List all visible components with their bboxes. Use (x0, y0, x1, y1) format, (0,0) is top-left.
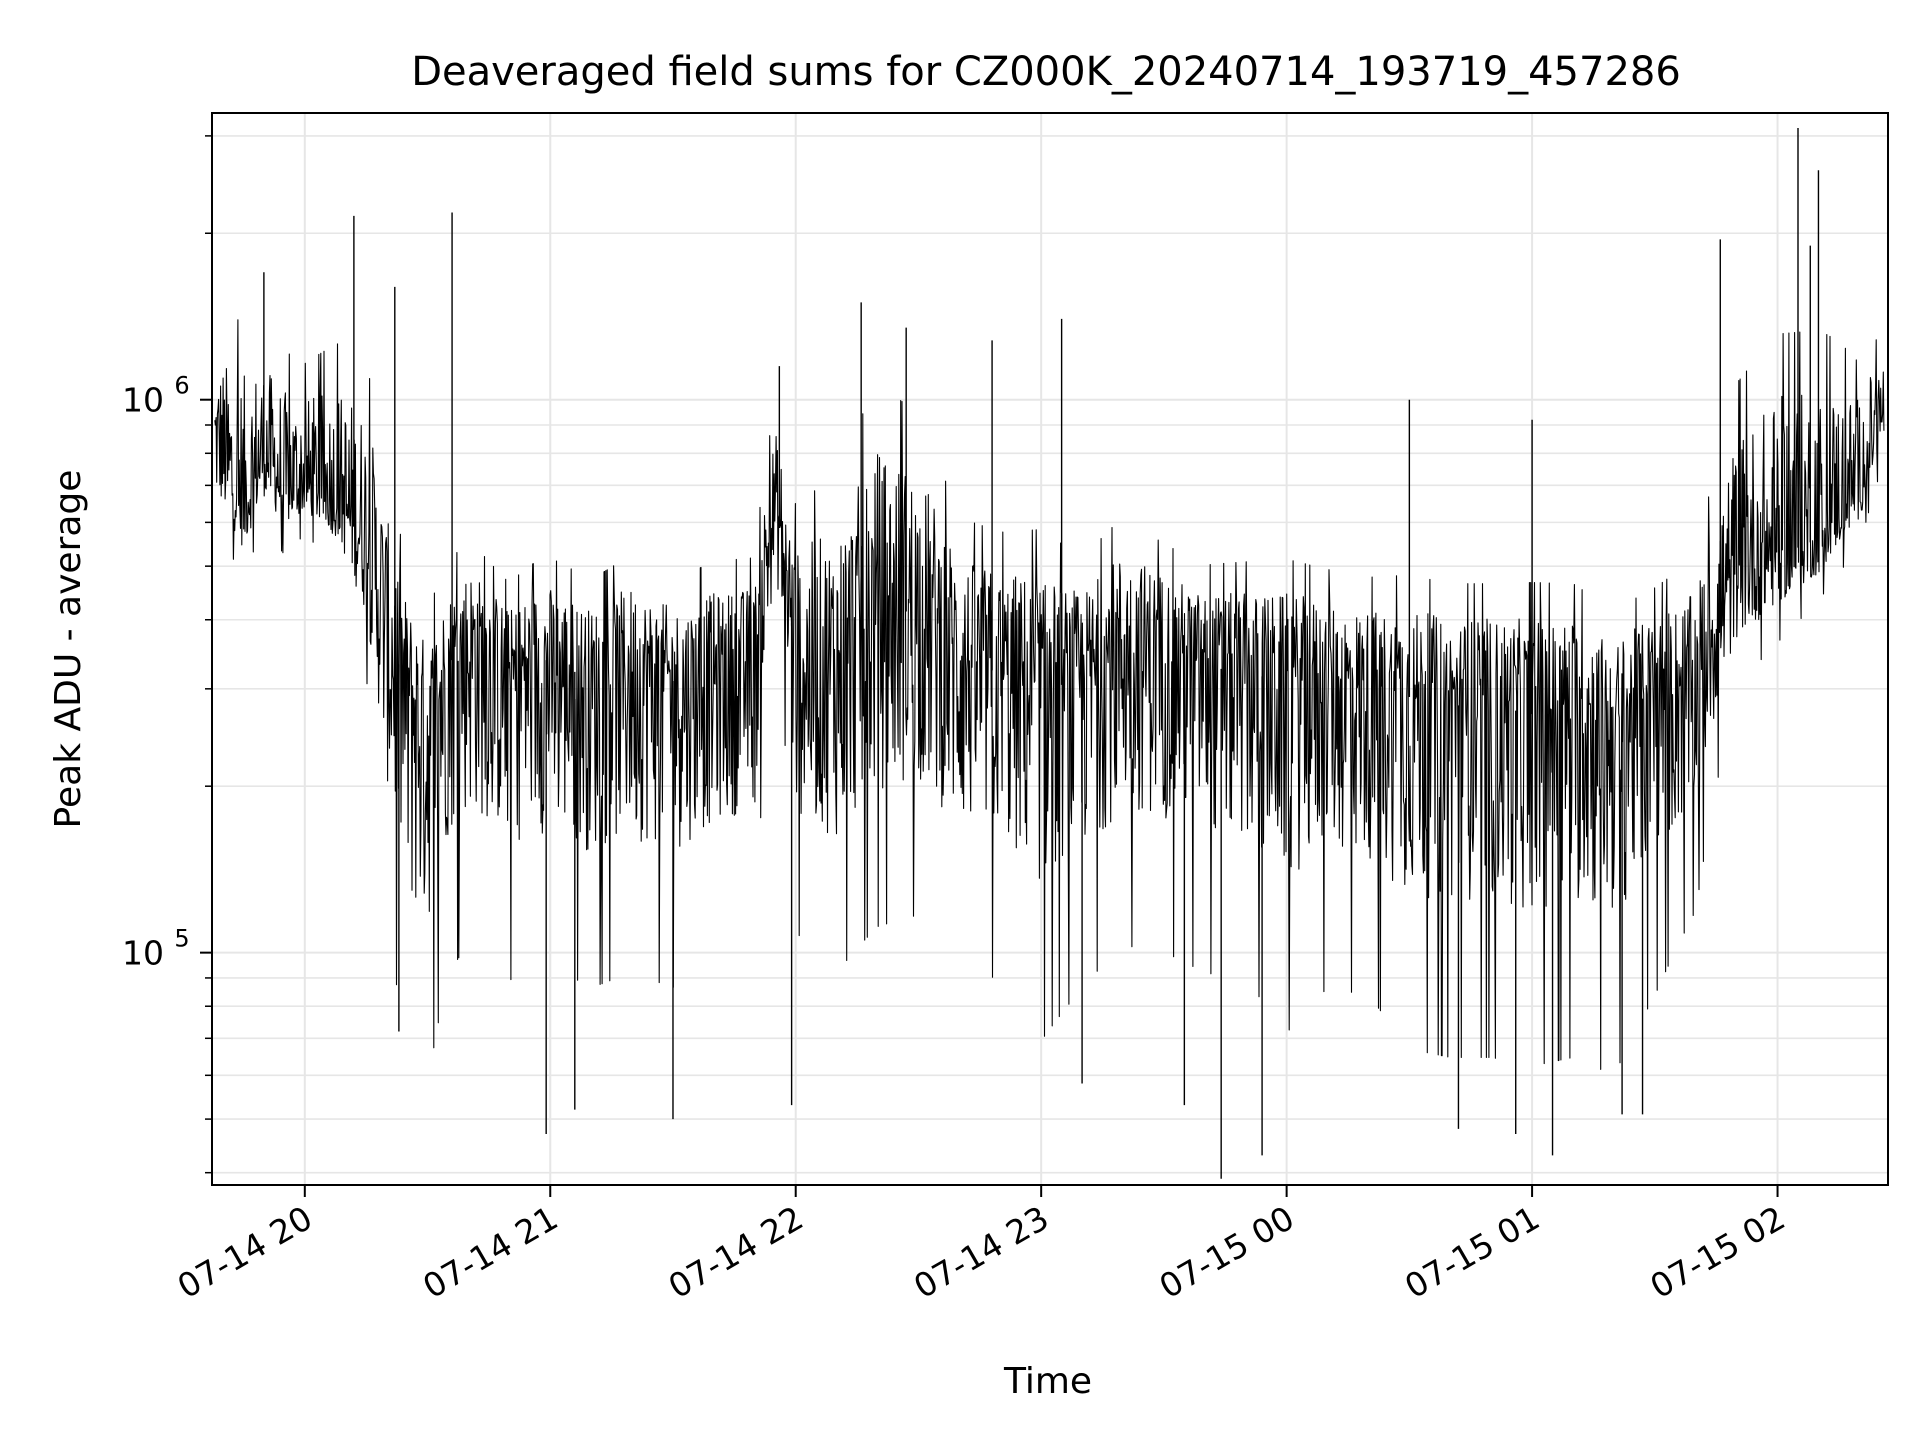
plot-frame (211, 112, 1889, 1186)
series-trace (214, 319, 1885, 1070)
x-axis-label: Time (1003, 1361, 1092, 1402)
series-line (214, 128, 1885, 1179)
y-axis: 10 5 10 6 (122, 135, 212, 1174)
y-axis-label: Peak ADU - average (48, 470, 89, 829)
y-tick-label: 10 (122, 381, 164, 420)
chart-title: Deaveraged field sums for CZ000K_2024071… (411, 49, 1681, 95)
y-tick-exponent: 5 (174, 925, 189, 953)
y-tick-label: 10 (122, 934, 164, 973)
y-tick-exponent: 6 (174, 372, 189, 400)
grid (212, 113, 1888, 1185)
